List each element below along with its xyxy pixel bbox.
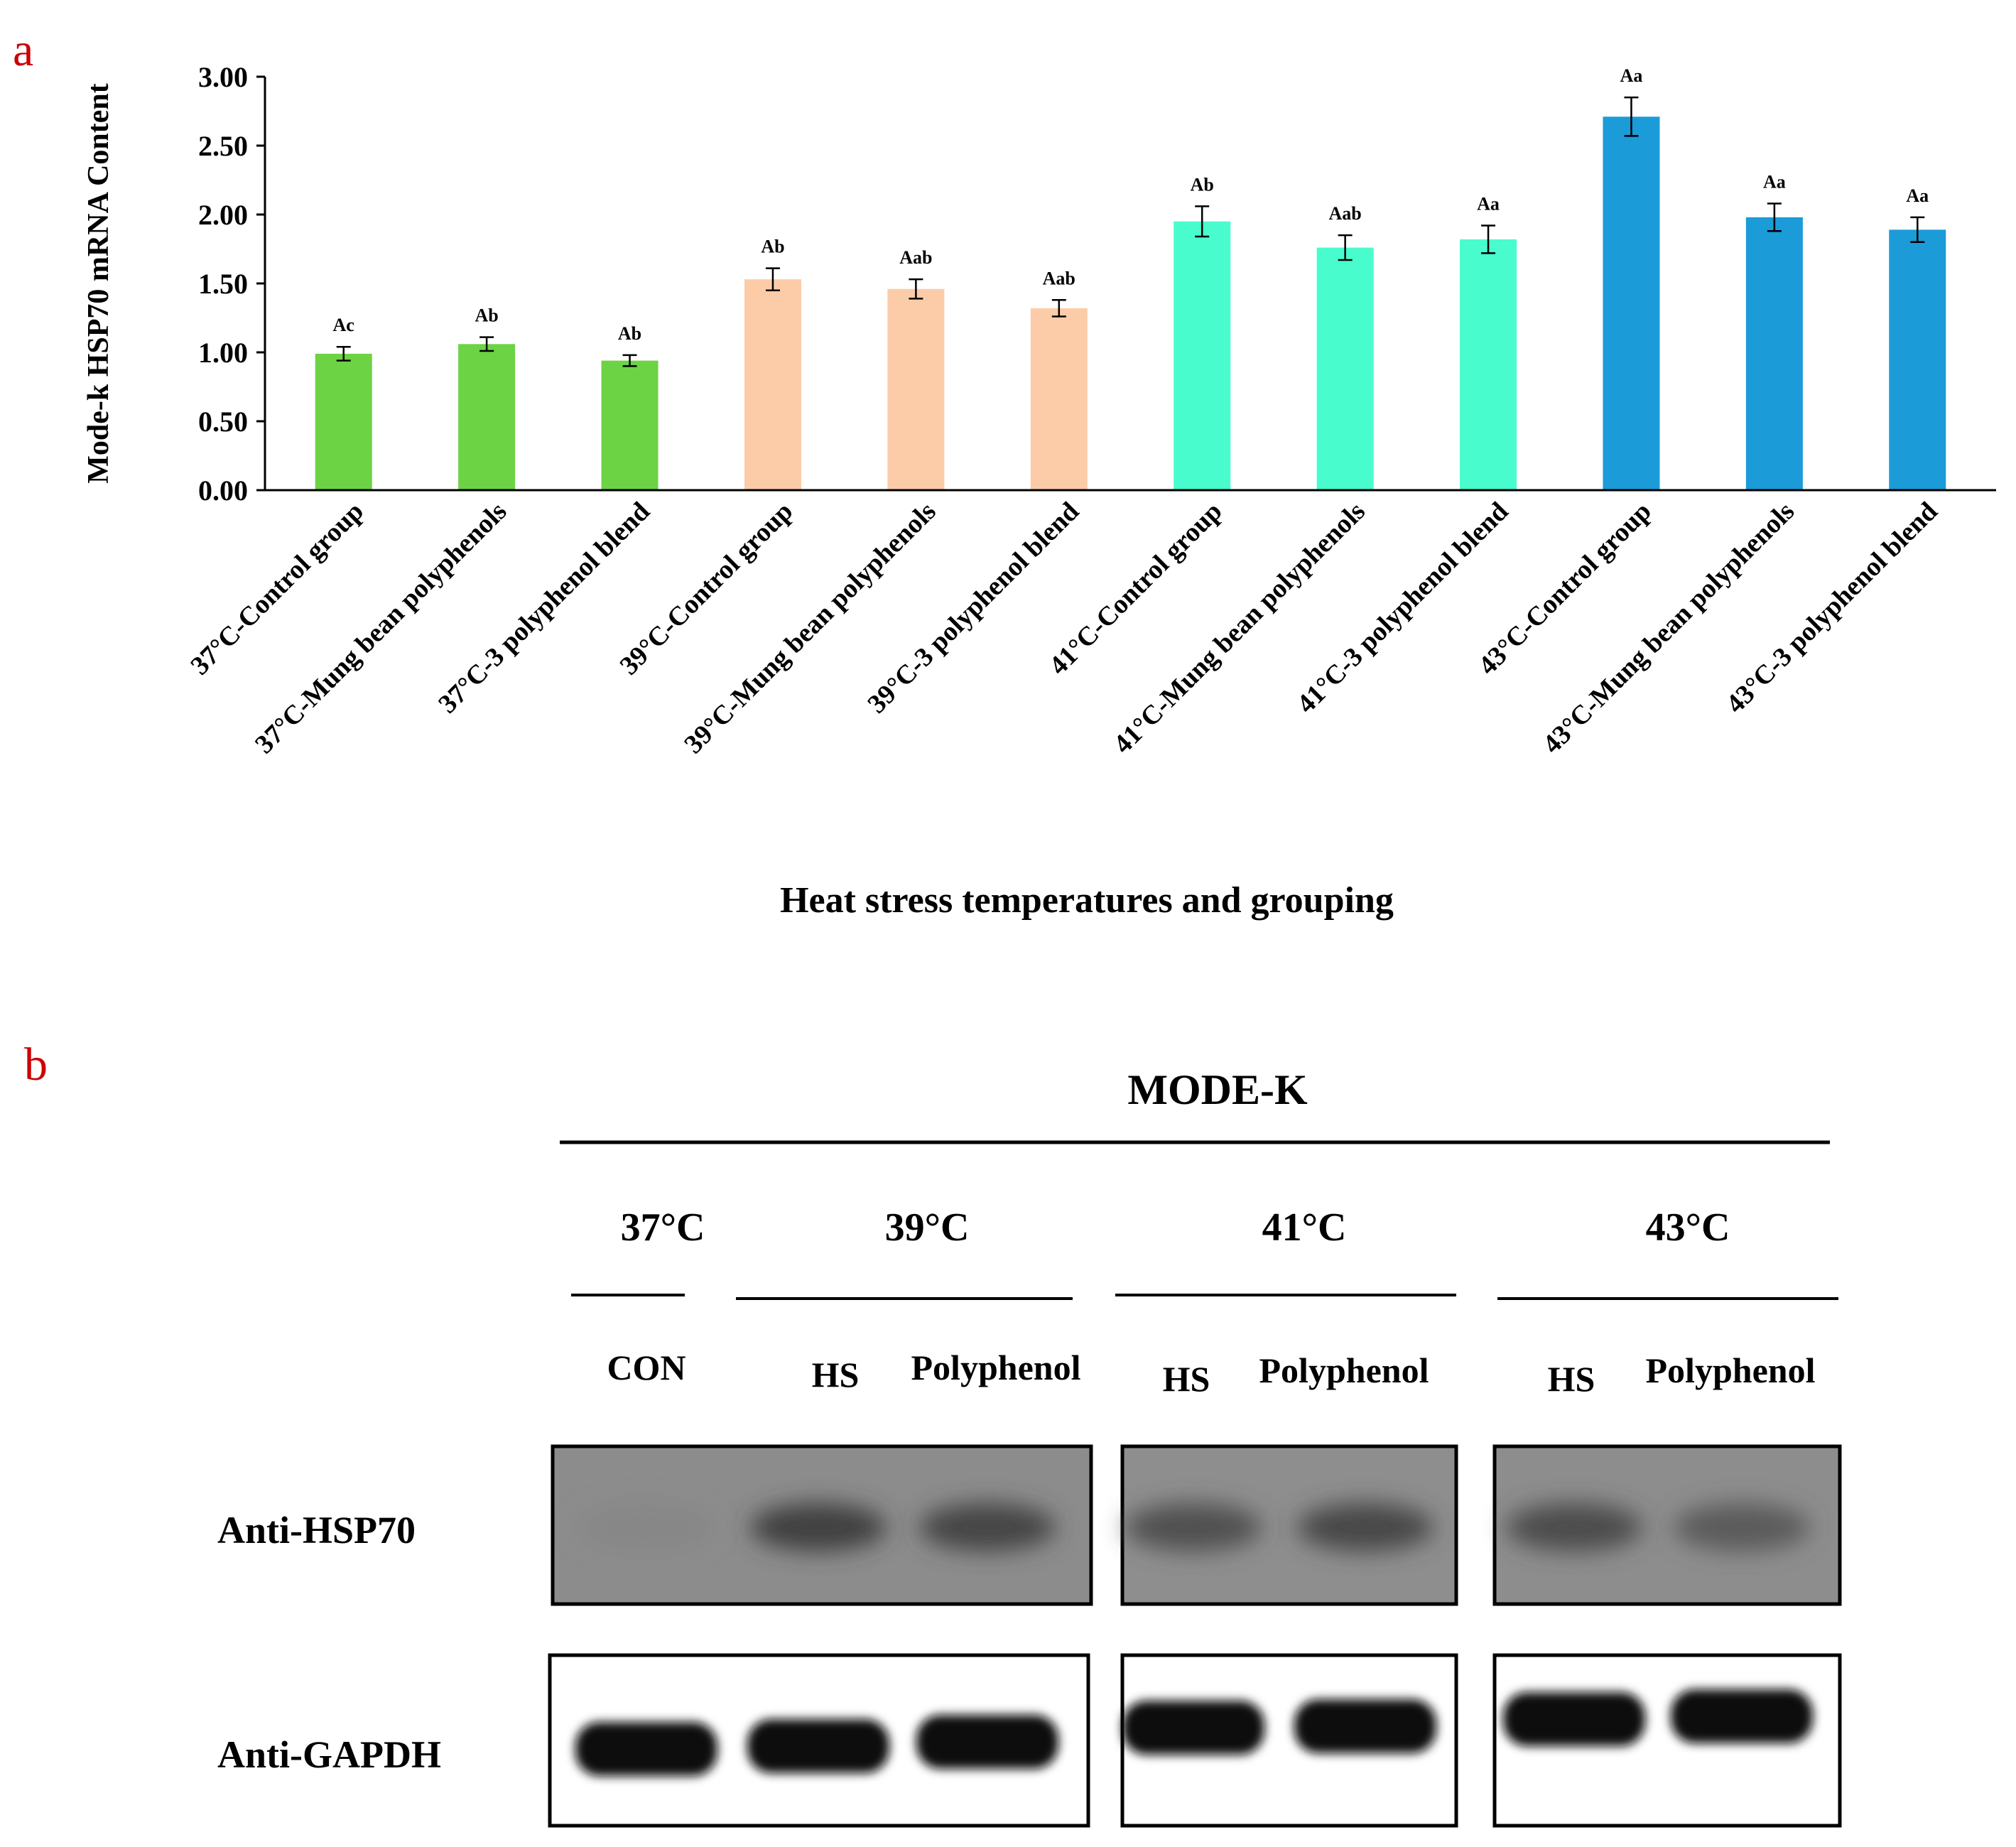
x-axis-label: Heat stress temperatures and grouping (780, 880, 1394, 921)
gapdh-band (1671, 1689, 1813, 1743)
hsp70-band (750, 1503, 887, 1551)
temp-label-43: 43°C (1646, 1206, 1730, 1250)
bar (1745, 217, 1803, 490)
bar (887, 288, 945, 490)
significance-label: Ab (618, 323, 641, 344)
hsp70-band (1506, 1503, 1642, 1551)
lane-label-con: CON (607, 1348, 685, 1387)
bar-chart: 0.00 0.50 1.00 1.50 2.00 2.50 3.00 Ac Ab Ab Ab Aab… (82, 61, 1996, 921)
gapdh-band (747, 1719, 889, 1773)
y-tick-label: 3.00 (198, 61, 248, 93)
lane-label-39-polyphenol: Polyphenol (911, 1348, 1081, 1387)
significance-label: Aa (1906, 185, 1929, 206)
hsp70-band (1297, 1503, 1434, 1551)
gapdh-band (1122, 1701, 1264, 1755)
error-bars (336, 96, 1925, 367)
bar (744, 279, 801, 490)
lane-labels: CON HS Polyphenol HS Polyphenol HS Polyp… (607, 1348, 1815, 1399)
y-tick-label: 1.00 (198, 337, 248, 369)
significance-label: Ab (1191, 174, 1214, 195)
lane-label-41-hs: HS (1163, 1359, 1210, 1399)
blot-title: MODE-K (1127, 1066, 1308, 1113)
significance-label: Ab (761, 237, 784, 257)
row-label-gapdh: Anti-GAPDH (217, 1733, 441, 1776)
x-tick-label: 39°C-Mung bean polyphenols (678, 497, 941, 759)
bars (315, 117, 1946, 490)
row-label-hsp70: Anti-HSP70 (217, 1509, 416, 1551)
bar (1603, 117, 1660, 490)
significance-label: Ab (475, 305, 499, 326)
gapdh-band (1503, 1692, 1645, 1746)
hsp70-band (919, 1503, 1056, 1551)
bar (1889, 229, 1946, 490)
significance-label: Aab (899, 247, 932, 268)
bar (458, 344, 516, 490)
x-tick-label: 41°C-Mung bean polyphenols (1108, 497, 1371, 759)
bar (1316, 247, 1374, 490)
x-tick-label: 37°C-Mung bean polyphenols (249, 497, 512, 759)
gapdh-band (1294, 1699, 1436, 1753)
panel-a-label: a (13, 24, 33, 76)
significance-label: Aab (1329, 203, 1362, 224)
significance-label: Aa (1763, 171, 1786, 192)
hsp70-bands (578, 1503, 1810, 1551)
temperature-underlines (571, 1294, 1838, 1300)
bar (1460, 239, 1517, 490)
temp-label-37: 37°C (621, 1206, 705, 1250)
hsp70-band (1674, 1503, 1810, 1551)
significance-label: Aa (1477, 194, 1500, 215)
y-tick-label: 2.50 (198, 130, 248, 162)
y-tick-label: 1.50 (198, 268, 248, 300)
temperature-labels: 37°C 39°C 41°C 43°C (621, 1206, 1730, 1250)
bar (315, 353, 372, 490)
y-tick-label: 2.00 (198, 199, 248, 231)
lane-label-41-polyphenol: Polyphenol (1259, 1350, 1429, 1390)
western-blot: MODE-K 37°C 39°C 41°C 43°C CON HS Polyph… (217, 1066, 1842, 1828)
lane-label-43-polyphenol: Polyphenol (1646, 1350, 1816, 1390)
x-tick-label: 43°C-Mung bean polyphenols (1537, 497, 1800, 759)
significance-label: Ac (333, 315, 354, 335)
gapdh-band (575, 1722, 717, 1776)
significance-label: Aab (1043, 268, 1075, 288)
hsp70-band (1125, 1503, 1262, 1551)
y-tick-label: 0.00 (198, 475, 248, 507)
y-axis-ticks: 0.00 0.50 1.00 1.50 2.00 2.50 3.00 (198, 61, 265, 507)
lane-label-43-hs: HS (1548, 1359, 1595, 1399)
panel-b-label: b (24, 1039, 48, 1090)
temp-label-41: 41°C (1262, 1206, 1347, 1250)
significance-labels: Ac Ab Ab Ab Aab Aab Ab Aab Aa Aa Aa Aa (333, 65, 1929, 344)
lane-label-39-hs: HS (812, 1355, 860, 1394)
bar (1174, 221, 1231, 490)
bar (1030, 308, 1088, 490)
gapdh-bands (575, 1689, 1813, 1776)
y-axis-label: Mode-k HSP70 mRNA Content (82, 83, 115, 484)
hsp70-blot-row (551, 1444, 1842, 1606)
gapdh-band (916, 1715, 1058, 1769)
significance-label: Aa (1620, 65, 1643, 86)
gapdh-blot-row (548, 1653, 1842, 1828)
y-tick-label: 0.50 (198, 406, 248, 438)
temp-label-39: 39°C (885, 1206, 970, 1250)
hsp70-band (578, 1503, 715, 1551)
bar (601, 360, 659, 490)
